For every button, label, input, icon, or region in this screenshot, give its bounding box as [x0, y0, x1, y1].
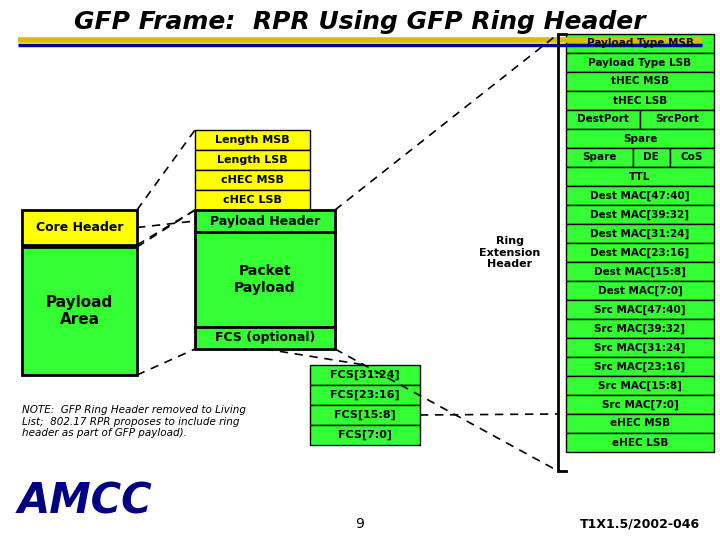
Bar [310, 365, 420, 385]
Text: Src MAC[47:40]: Src MAC[47:40] [594, 305, 685, 315]
Text: Dest MAC[23:16]: Dest MAC[23:16] [590, 247, 690, 258]
Text: Payload
Area: Payload Area [46, 295, 113, 327]
Text: DE: DE [643, 152, 659, 163]
Text: tHEC MSB: tHEC MSB [611, 77, 669, 86]
Text: eHEC MSB: eHEC MSB [610, 418, 670, 429]
Bar [195, 190, 310, 210]
Bar [310, 405, 420, 425]
Text: Payload Type LSB: Payload Type LSB [588, 57, 692, 68]
Text: eHEC LSB: eHEC LSB [612, 437, 668, 448]
Bar [566, 357, 714, 376]
Text: FCS[31:24]: FCS[31:24] [330, 370, 400, 380]
Bar [566, 376, 714, 395]
Text: GFP Frame:  RPR Using GFP Ring Header: GFP Frame: RPR Using GFP Ring Header [74, 10, 646, 34]
Bar [195, 210, 335, 232]
Text: FCS[7:0]: FCS[7:0] [338, 430, 392, 440]
Text: DestPort: DestPort [577, 114, 629, 125]
Text: AMCC: AMCC [18, 481, 153, 523]
Bar [566, 319, 714, 338]
Text: Dest MAC[47:40]: Dest MAC[47:40] [590, 191, 690, 201]
Bar [22, 210, 137, 245]
Text: Packet
Payload: Packet Payload [234, 265, 296, 295]
Bar [566, 167, 714, 186]
Text: Core Header: Core Header [36, 221, 123, 234]
Bar [195, 150, 310, 170]
Text: Length MSB: Length MSB [215, 135, 290, 145]
Bar [566, 262, 714, 281]
Bar [566, 205, 714, 224]
Bar [566, 300, 714, 319]
Bar [566, 148, 633, 167]
Bar [195, 327, 335, 349]
Bar [566, 110, 640, 129]
Bar [195, 170, 310, 190]
Text: Dest MAC[15:8]: Dest MAC[15:8] [594, 266, 686, 276]
Bar [566, 338, 714, 357]
Bar [195, 232, 335, 327]
Text: cHEC LSB: cHEC LSB [223, 195, 282, 205]
Text: Spare: Spare [582, 152, 616, 163]
Bar [310, 425, 420, 445]
Bar [566, 433, 714, 452]
Bar [566, 281, 714, 300]
Bar [566, 186, 714, 205]
Text: TTL: TTL [629, 172, 651, 181]
Text: tHEC LSB: tHEC LSB [613, 96, 667, 105]
Bar [566, 243, 714, 262]
Bar [566, 414, 714, 433]
Text: Src MAC[39:32]: Src MAC[39:32] [595, 323, 685, 334]
Text: CoS: CoS [680, 152, 703, 163]
Bar [310, 385, 420, 405]
Bar [566, 34, 714, 53]
Text: Ring
Extension
Header: Ring Extension Header [480, 236, 541, 269]
Text: Src MAC[31:24]: Src MAC[31:24] [595, 342, 685, 353]
Bar [640, 110, 714, 129]
Text: Length LSB: Length LSB [217, 155, 288, 165]
Text: Dest MAC[39:32]: Dest MAC[39:32] [590, 210, 690, 220]
Text: cHEC MSB: cHEC MSB [221, 175, 284, 185]
Text: T1X1.5/2002-046: T1X1.5/2002-046 [580, 517, 700, 530]
Text: Payload Header: Payload Header [210, 214, 320, 227]
Text: Src MAC[23:16]: Src MAC[23:16] [595, 361, 685, 372]
Text: FCS (optional): FCS (optional) [215, 332, 315, 345]
Bar [195, 130, 310, 150]
Bar [566, 129, 714, 148]
Text: SrcPort: SrcPort [655, 114, 699, 125]
Bar [566, 53, 714, 72]
Bar [22, 247, 137, 375]
Bar [566, 395, 714, 414]
Text: Dest MAC[31:24]: Dest MAC[31:24] [590, 228, 690, 239]
Bar [566, 224, 714, 243]
Text: FCS[23:16]: FCS[23:16] [330, 390, 400, 400]
Bar [670, 148, 714, 167]
Text: 9: 9 [356, 517, 364, 531]
Text: FCS[15:8]: FCS[15:8] [334, 410, 396, 420]
Text: NOTE:  GFP Ring Header removed to Living
List;  802.17 RPR proposes to include r: NOTE: GFP Ring Header removed to Living … [22, 405, 246, 438]
Text: Src MAC[15:8]: Src MAC[15:8] [598, 380, 682, 390]
Text: Src MAC[7:0]: Src MAC[7:0] [602, 400, 678, 410]
Text: Payload Type MSB: Payload Type MSB [587, 38, 693, 49]
Bar [566, 91, 714, 110]
Text: Dest MAC[7:0]: Dest MAC[7:0] [598, 285, 683, 295]
Text: Spare: Spare [623, 133, 657, 144]
Bar [566, 72, 714, 91]
Bar [633, 148, 670, 167]
